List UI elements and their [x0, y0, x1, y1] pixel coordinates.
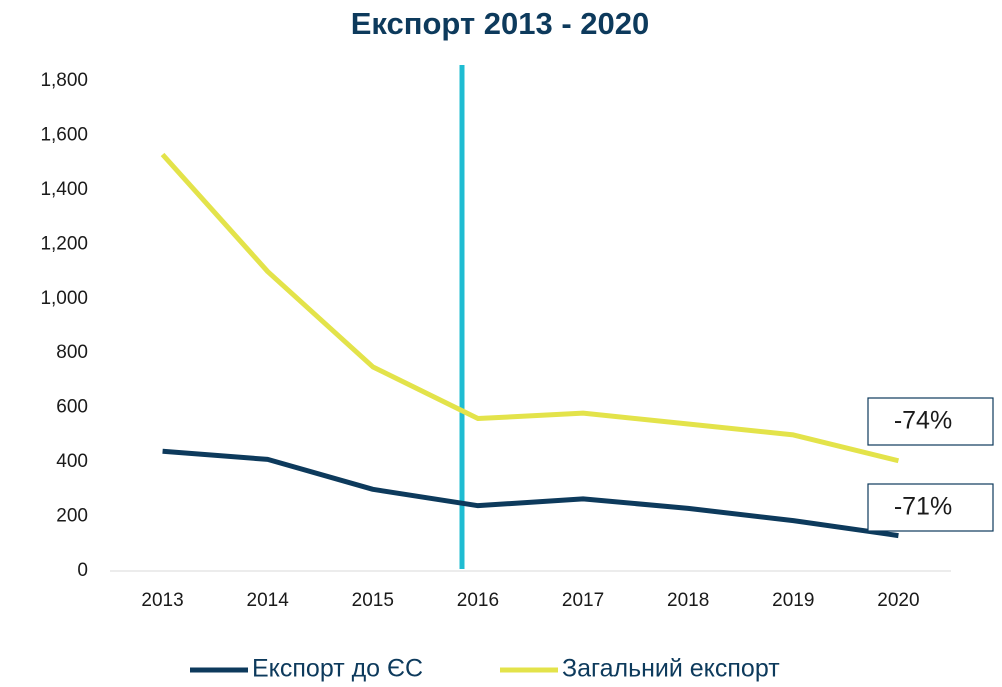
x-tick-label: 2020 — [877, 590, 919, 611]
x-tick-label: 2015 — [352, 590, 394, 611]
x-tick-label: 2016 — [457, 590, 499, 611]
series-line — [162, 448, 899, 539]
y-tick-label: 1,200 — [40, 233, 88, 254]
y-tick-label: 200 — [56, 506, 88, 527]
y-tick-label: 400 — [56, 451, 88, 472]
annotation: -71% — [894, 493, 952, 521]
x-tick-label: 2014 — [247, 590, 290, 611]
x-tick-label: 2019 — [772, 590, 814, 611]
series-line — [160, 152, 900, 464]
annotation: -74% — [894, 407, 952, 435]
y-tick-label: 1,000 — [40, 288, 88, 309]
y-tick-label: 1,400 — [40, 179, 88, 200]
y-tick-label: 1,800 — [40, 70, 88, 91]
annotation-box — [867, 483, 994, 532]
y-tick-label: 800 — [56, 342, 88, 363]
legend-label: Експорт до ЄС — [252, 655, 423, 683]
x-tick-label: 2018 — [667, 590, 709, 611]
x-tick-label: 2013 — [141, 590, 183, 611]
annotation-box — [867, 397, 994, 446]
y-tick-label: 0 — [77, 560, 88, 581]
y-tick-label: 600 — [56, 397, 88, 418]
chart-title: Експорт 2013 - 2020 — [351, 6, 649, 41]
legend-label: Загальний експорт — [562, 655, 780, 683]
y-tick-label: 1,600 — [40, 124, 88, 145]
x-tick-label: 2017 — [562, 590, 604, 611]
